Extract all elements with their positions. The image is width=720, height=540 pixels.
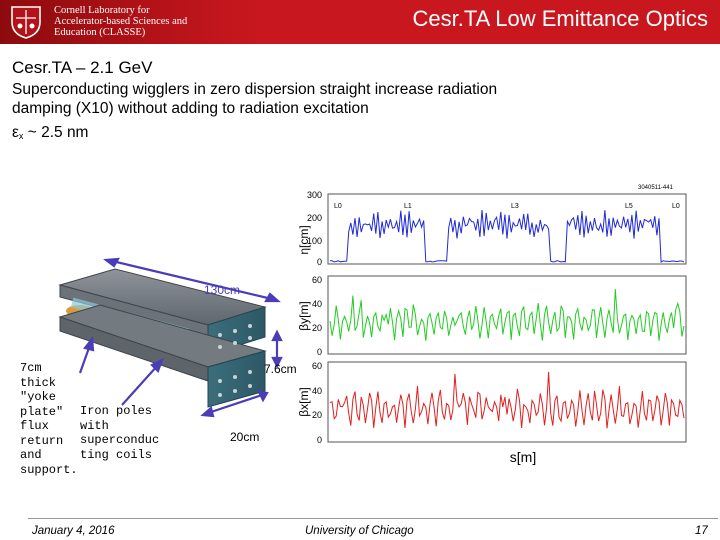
width-label: 20cm [230,430,260,444]
marker-L3: L3 [511,203,519,210]
length-label: 130cm [204,283,241,297]
cornell-seal-icon [11,6,41,39]
beta-x-panel: βx[m] 60 40 20 0 [297,361,687,445]
organization-name: Cornell Laboratory for Accelerator-based… [54,5,254,38]
length-arrow [111,259,273,301]
beta-x-ylabel: βx[m] [297,387,311,417]
eta-tick-100: 100 [307,236,322,246]
org-line-2: Accelerator-based Sciences and [54,16,188,27]
coil-line-1: Iron poles [80,404,153,418]
yoke-line-3: "yoke [20,390,57,404]
width-arrow [207,393,263,415]
emittance-formula: εx ~ 2.5 nm [12,124,88,142]
header-bar: Cornell Laboratory for Accelerator-based… [0,0,720,44]
coil-line-4: ting coils [80,447,153,462]
marker-L5: L5 [625,203,633,210]
beta-y-tick-20: 20 [312,323,322,333]
beta-y-tick-0: 0 [317,347,322,357]
plot-id-label: 3040511-441 [638,185,674,191]
header-photo [0,0,260,44]
yoke-line-4: plate" [20,404,64,419]
coil-pointer-arrow [121,364,159,406]
beta-x-tick-40: 40 [312,386,322,396]
marker-L1: L1 [404,203,412,210]
eta-tick-200: 200 [307,213,322,223]
footer-university: University of Chicago [305,525,414,537]
yoke-line-8: support. [20,462,78,477]
beta-x-tick-60: 60 [312,361,322,371]
beta-y-trace [329,289,685,341]
beta-y-tick-60: 60 [312,275,322,285]
beta-y-ylabel: βy[m] [297,301,311,331]
coil-line-2: with [80,418,109,433]
emittance-value: ~ 2.5 nm [23,124,89,141]
dispersion-ylabel: η[cm] [297,225,311,254]
beta-x-tick-20: 20 [312,410,322,420]
body-text: Superconducting wigglers in zero dispers… [12,81,498,117]
coil-line-3: superconduc [80,433,160,447]
epsilon-subscript: x [18,131,24,141]
eta-tick-300: 300 [307,190,322,200]
optics-plots: 3040511-441 η[cm] 300 200 100 0 L0 L1 L3… [297,185,687,465]
yoke-line-5: flux [20,419,49,433]
footer-rule [28,518,718,519]
dispersion-trace [330,210,685,263]
marker-L0-right: L0 [672,203,680,210]
yoke-line-1: 7cm [20,361,42,375]
wiggler-illustration [58,257,283,418]
yoke-annotation: 7cm thick "yoke plate" flux return and s… [20,361,78,477]
slide-subtitle: Cesr.TA – 2.1 GeV [12,58,153,77]
yoke-line-2: thick [20,375,57,390]
epsilon-symbol: ε [12,124,19,141]
org-line-3: Education (CLASSE) [54,27,146,38]
lower-end-face [207,350,266,408]
footer-date: January 4, 2016 [32,525,115,537]
marker-L0-left: L0 [334,203,342,210]
page-number: 17 [695,525,708,537]
slide-title: Cesr.TA Low Emittance Optics [412,6,708,31]
beta-y-panel: βy[m] 60 40 20 0 [297,275,687,357]
eta-tick-0: 0 [317,257,322,267]
org-line-1: Cornell Laboratory for [54,5,150,16]
beta-x-trace [329,371,685,429]
beta-y-tick-40: 40 [312,299,322,309]
s-axis-label: s[m] [510,449,536,465]
yoke-line-7: and [20,448,42,462]
gap-label: 7.6cm [264,362,297,376]
yoke-line-6: return [20,433,64,448]
dispersion-panel: η[cm] 300 200 100 0 L0 L1 L3 L5 L0 [297,190,687,267]
beta-x-tick-0: 0 [317,435,322,445]
coil-annotation: Iron poles with superconduc ting coils [80,404,159,462]
